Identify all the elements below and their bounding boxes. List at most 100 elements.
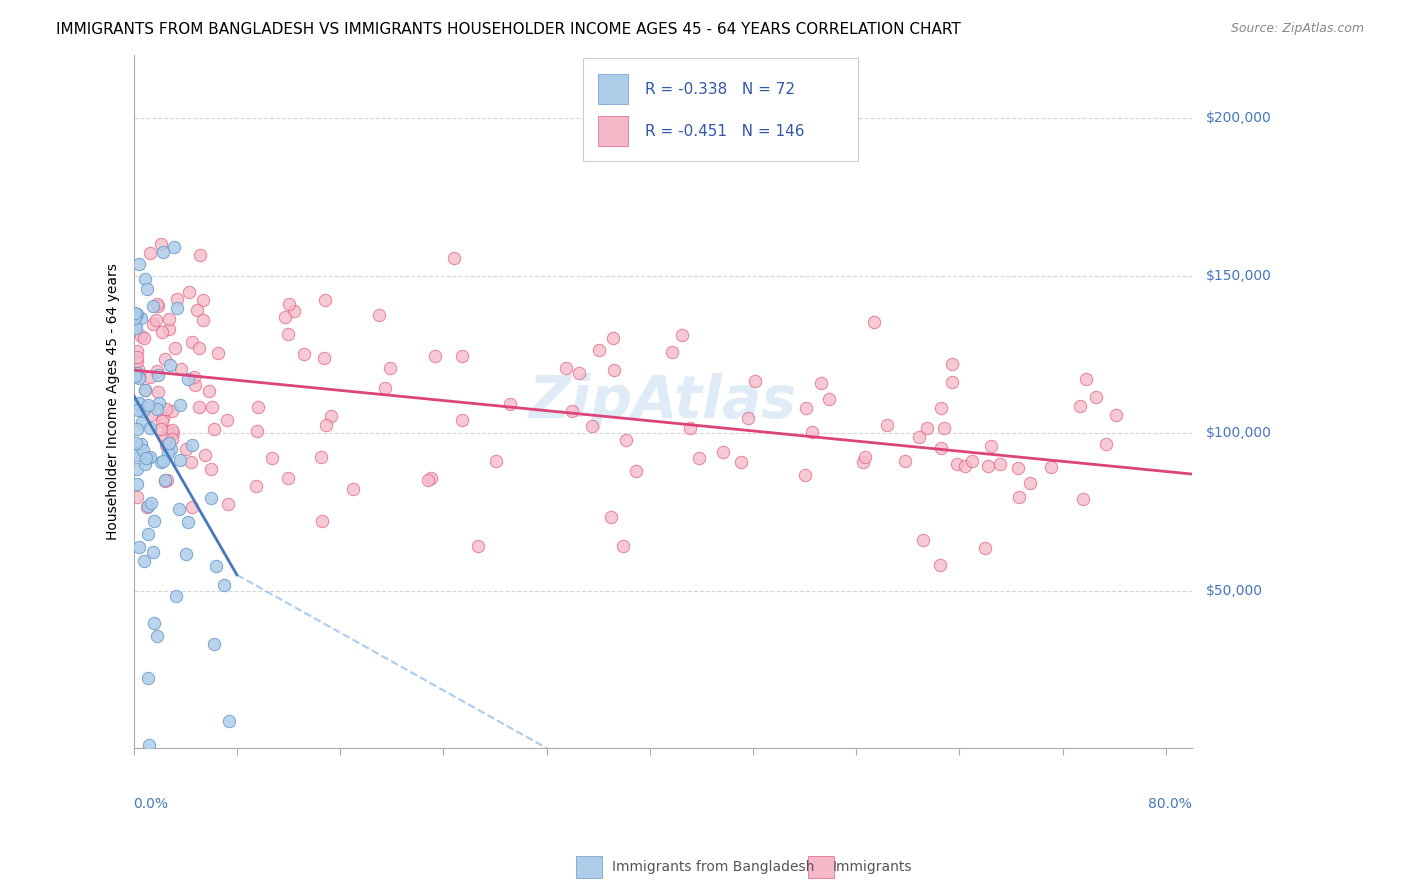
Point bbox=[128, 397, 150, 411]
Point bbox=[314, 351, 336, 366]
Point bbox=[1008, 491, 1031, 505]
Point bbox=[138, 370, 160, 384]
Point bbox=[671, 328, 693, 343]
Point bbox=[152, 245, 174, 260]
Point bbox=[152, 410, 174, 425]
Point bbox=[142, 545, 165, 559]
Point bbox=[419, 471, 441, 485]
Text: R = -0.338   N = 72: R = -0.338 N = 72 bbox=[645, 82, 806, 96]
Point bbox=[166, 292, 188, 306]
Point bbox=[260, 451, 283, 466]
Point bbox=[157, 424, 180, 438]
Point bbox=[127, 362, 149, 376]
Point bbox=[128, 396, 150, 410]
Point bbox=[188, 401, 211, 415]
Point bbox=[134, 383, 156, 397]
Point bbox=[217, 413, 239, 427]
Point bbox=[180, 455, 202, 469]
Text: 80.0%: 80.0% bbox=[1147, 797, 1192, 811]
Point bbox=[688, 450, 710, 465]
Point bbox=[934, 421, 956, 435]
Point bbox=[485, 454, 508, 468]
Point bbox=[194, 448, 217, 462]
Point bbox=[202, 422, 225, 436]
Point bbox=[624, 464, 647, 478]
Point bbox=[160, 423, 183, 437]
Point bbox=[153, 473, 176, 487]
Point bbox=[277, 327, 299, 342]
Point bbox=[150, 236, 173, 251]
Point bbox=[132, 331, 155, 345]
Point bbox=[125, 308, 148, 322]
Point bbox=[451, 413, 474, 427]
Point bbox=[146, 364, 169, 378]
Point bbox=[145, 312, 167, 326]
Point bbox=[498, 397, 520, 411]
Point bbox=[1085, 391, 1108, 405]
Text: R = -0.451   N = 146: R = -0.451 N = 146 bbox=[645, 124, 804, 138]
Point bbox=[127, 354, 149, 368]
Text: $200,000: $200,000 bbox=[1205, 112, 1271, 125]
Point bbox=[1094, 437, 1116, 451]
Point bbox=[960, 453, 983, 467]
Point bbox=[146, 384, 169, 399]
Point bbox=[150, 455, 173, 469]
Point bbox=[132, 404, 155, 418]
Point bbox=[561, 404, 583, 418]
Point bbox=[277, 471, 299, 485]
Point bbox=[852, 455, 875, 469]
Point bbox=[945, 457, 967, 471]
Point bbox=[163, 240, 186, 254]
Point bbox=[602, 331, 624, 345]
Point bbox=[139, 421, 162, 435]
Point bbox=[730, 455, 752, 469]
Point bbox=[136, 282, 159, 296]
Point bbox=[127, 403, 149, 417]
Point bbox=[125, 448, 148, 462]
Text: 0.0%: 0.0% bbox=[134, 797, 169, 811]
Point bbox=[157, 312, 180, 326]
Point bbox=[124, 369, 146, 384]
Point bbox=[125, 422, 148, 436]
Point bbox=[908, 429, 931, 443]
Point bbox=[319, 409, 342, 424]
Point bbox=[202, 637, 225, 651]
Point bbox=[136, 398, 159, 412]
Point bbox=[1040, 460, 1063, 475]
Text: Source: ZipAtlas.com: Source: ZipAtlas.com bbox=[1230, 22, 1364, 36]
Point bbox=[368, 308, 391, 322]
Point bbox=[183, 370, 205, 384]
Point bbox=[167, 501, 190, 516]
Point bbox=[198, 384, 221, 398]
Point bbox=[600, 509, 623, 524]
Point bbox=[169, 398, 191, 412]
Point bbox=[818, 392, 841, 406]
Point bbox=[200, 491, 222, 505]
Point bbox=[150, 422, 173, 436]
Point bbox=[188, 248, 211, 262]
Point bbox=[894, 454, 917, 468]
Point bbox=[246, 401, 269, 415]
Point bbox=[737, 410, 759, 425]
Point bbox=[124, 435, 146, 450]
Point bbox=[152, 454, 174, 468]
Point bbox=[153, 474, 176, 488]
Point bbox=[159, 322, 181, 336]
Point bbox=[467, 539, 489, 553]
Point bbox=[169, 453, 191, 467]
Point bbox=[159, 358, 181, 372]
Point bbox=[163, 341, 186, 355]
Point bbox=[136, 671, 159, 685]
Text: IMMIGRANTS FROM BANGLADESH VS IMMIGRANTS HOUSEHOLDER INCOME AGES 45 - 64 YEARS C: IMMIGRANTS FROM BANGLADESH VS IMMIGRANTS… bbox=[56, 22, 960, 37]
Point bbox=[193, 293, 215, 307]
Point bbox=[911, 533, 934, 548]
Point bbox=[1071, 491, 1094, 506]
Point bbox=[125, 461, 148, 475]
Point bbox=[274, 310, 297, 325]
Point bbox=[131, 443, 153, 458]
Point bbox=[953, 459, 976, 474]
Point bbox=[177, 285, 200, 299]
Text: ZipAtlas: ZipAtlas bbox=[529, 373, 797, 430]
Point bbox=[800, 425, 823, 439]
Point bbox=[311, 514, 333, 528]
